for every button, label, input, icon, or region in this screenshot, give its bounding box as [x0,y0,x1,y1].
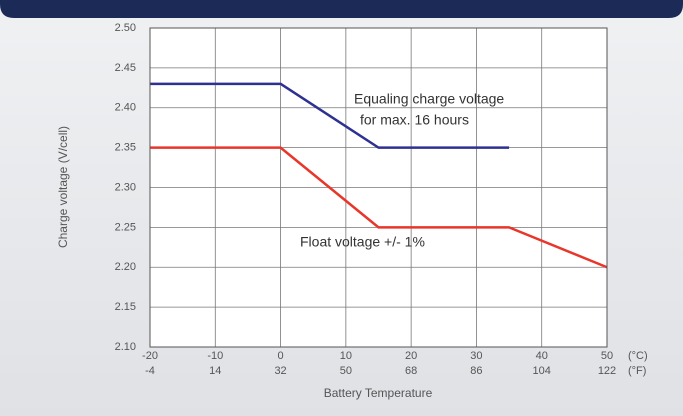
x-unit: (°C) [628,350,648,362]
x2-tick-label: 104 [533,365,551,377]
y-axis-label: Charge voltage (V/cell) [56,126,70,248]
x2-tick-label: 14 [209,365,221,377]
x2-tick-label: 86 [470,365,482,377]
x-tick-label: 50 [601,350,613,362]
x2-tick-label: -4 [145,365,155,377]
y-tick-label: 2.50 [115,22,136,34]
x2-tick-label: 68 [405,365,417,377]
x-tick-label: 0 [278,350,284,362]
x-tick-label: 20 [405,350,417,362]
x-tick-label: 40 [536,350,548,362]
y-tick-label: 2.35 [115,142,136,154]
x-tick-label: 10 [340,350,352,362]
y-tick-label: 2.20 [115,261,136,273]
y-tick-label: 2.45 [115,62,136,74]
header-band [0,0,683,18]
marks [150,82,608,269]
series-line [150,82,510,149]
y-tick-label: 2.15 [115,301,136,313]
x2-unit: (°F) [628,365,646,377]
y-tick-label: 2.10 [115,341,136,353]
annotation: for max. 16 hours [360,112,469,128]
annotation: Float voltage +/- 1% [300,234,425,250]
x2-tick-label: 50 [340,365,352,377]
x-tick-label: 30 [470,350,482,362]
x-tick-label: -20 [142,350,158,362]
y-tick-label: 2.30 [115,181,136,193]
plot-border [149,27,608,348]
y-tick-label: 2.40 [115,102,136,114]
y-tick-label: 2.25 [115,221,136,233]
x-axis-label: Battery Temperature [324,386,433,400]
series-line [150,146,608,269]
x2-tick-label: 32 [274,365,286,377]
x2-tick-label: 122 [598,365,616,377]
x-tick-label: -10 [207,350,223,362]
annotation: Equaling charge voltage [354,91,504,107]
